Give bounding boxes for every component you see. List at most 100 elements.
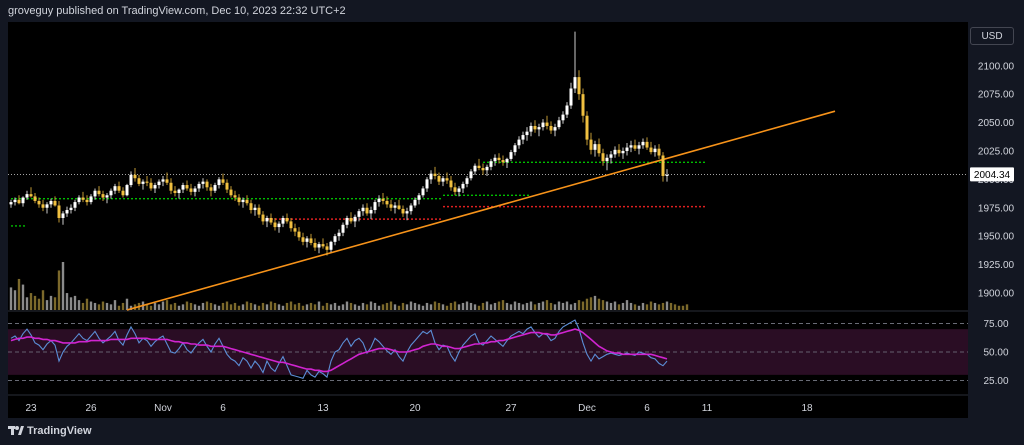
candle [353, 216, 357, 222]
volume-bar [81, 302, 85, 310]
candle [453, 187, 457, 192]
volume-bar [429, 304, 433, 310]
volume-bar [629, 302, 633, 310]
candle [617, 149, 621, 154]
candle [393, 205, 397, 208]
candle [329, 241, 333, 250]
x-tick-label: 26 [85, 403, 97, 414]
volume-bar [325, 302, 329, 310]
volume-bar [585, 298, 589, 310]
volume-bar [229, 304, 233, 310]
volume-bar [365, 304, 369, 310]
candle [653, 148, 657, 153]
volume-bar [317, 301, 321, 310]
volume-bar [673, 304, 677, 310]
volume-bar [293, 304, 297, 310]
volume-bar [641, 302, 645, 310]
volume-bar [221, 302, 225, 310]
volume-bar [569, 304, 573, 310]
rsi-ma-line [10, 328, 668, 373]
volume-bar [573, 302, 577, 310]
last-price-label: 2004.34 [974, 170, 1011, 181]
candle [173, 190, 177, 193]
candle [429, 173, 433, 180]
volume-bar [97, 304, 101, 310]
publisher-bar: groveguy published on TradingView.com, D… [0, 0, 1024, 22]
x-tick-label: 11 [702, 403, 713, 414]
candle [217, 179, 221, 186]
candle [161, 179, 165, 182]
volume-bar [433, 301, 437, 310]
volume-bar [329, 304, 333, 310]
volume-bar [625, 300, 629, 310]
volume-bar [349, 302, 353, 310]
volume-bar [681, 305, 685, 310]
volume-bar [121, 302, 125, 310]
volume-bar [177, 305, 181, 310]
candle [357, 211, 361, 217]
volume-bar [589, 297, 593, 310]
volume-bar [33, 295, 37, 310]
volume-bar [617, 304, 621, 310]
candle [25, 194, 29, 198]
candle [93, 190, 97, 197]
candle [621, 150, 625, 154]
volume-bar [93, 302, 97, 310]
candle [425, 179, 429, 189]
volume-bar [337, 305, 341, 310]
candle [165, 179, 169, 183]
volume-bar [405, 304, 409, 310]
volume-bar [393, 304, 397, 310]
rsi-tick-label: 50.00 [983, 348, 1008, 359]
volume-bar [385, 302, 389, 310]
candle [445, 178, 449, 181]
volume-bar [185, 301, 189, 310]
candle [489, 161, 493, 167]
candle [481, 168, 485, 171]
candle [273, 222, 277, 228]
candle [369, 210, 373, 214]
x-tick-label: 20 [409, 403, 421, 414]
chart-area[interactable]: 23 26 Nov 6 13 20 27 Dec 6 11 18 [8, 22, 968, 418]
candle [585, 115, 589, 140]
candle [209, 187, 213, 191]
volume-bar [285, 302, 289, 310]
chart-svg[interactable]: 23 26 Nov 6 13 20 27 Dec 6 11 18 [8, 22, 968, 418]
volume-bar [361, 302, 365, 310]
candle [141, 181, 145, 184]
candle [81, 197, 85, 200]
volume-bar [501, 300, 505, 310]
volume-bar [653, 302, 657, 310]
candle [277, 223, 281, 228]
x-tick-label: 6 [644, 403, 650, 414]
volume-bar [181, 304, 185, 310]
candle [237, 197, 241, 203]
volume-bar [269, 301, 273, 310]
volume-bar [685, 304, 689, 310]
currency-button[interactable]: USD [970, 27, 1014, 45]
candle [417, 195, 421, 200]
volume-bar [197, 305, 201, 310]
volume-bar [369, 301, 373, 310]
candle [185, 185, 189, 189]
volume-bar [509, 304, 513, 310]
candle [625, 147, 629, 151]
candle [473, 165, 477, 172]
y-tick-label: 2075.00 [978, 90, 1015, 101]
volume-bar [409, 301, 413, 310]
candle [113, 186, 117, 191]
volume-bar [621, 302, 625, 310]
candle [29, 194, 33, 197]
candle [325, 246, 329, 250]
candle [57, 205, 61, 218]
candle [437, 175, 441, 182]
volume-bar [401, 302, 405, 310]
candle [533, 125, 537, 130]
candle [97, 190, 101, 195]
volume-bar [465, 301, 469, 310]
candle [189, 188, 193, 192]
candle [405, 211, 409, 214]
candle [309, 238, 313, 243]
volume-bar [125, 298, 129, 310]
candle [265, 217, 269, 222]
